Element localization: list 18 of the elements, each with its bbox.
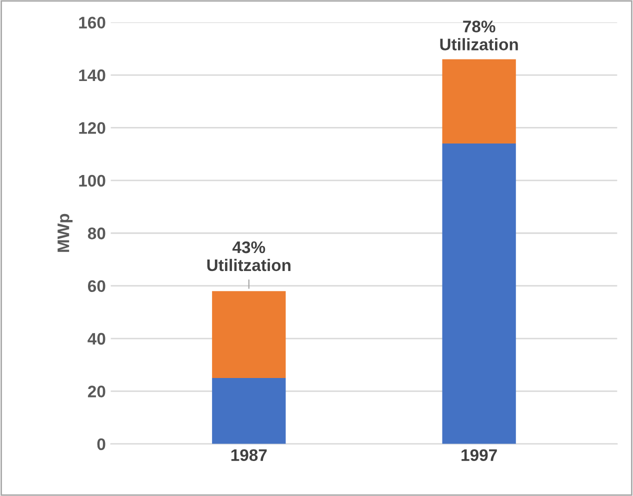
- bar: [442, 59, 516, 144]
- annotation: 43% Utilitzation: [207, 241, 290, 272]
- y-tick-label: 60: [88, 280, 106, 292]
- annotation: 78% Utilization: [440, 20, 518, 50]
- y-tick-label: 100: [79, 174, 106, 187]
- x-tick-label: 1997: [462, 449, 497, 462]
- y-axis-title: MWp: [58, 214, 73, 252]
- y-tick-label: 20: [88, 386, 106, 398]
- bar: [212, 378, 286, 444]
- y-tick-label: 120: [79, 122, 106, 134]
- y-tick-label: 140: [79, 69, 106, 82]
- y-tick-label: 80: [88, 228, 106, 240]
- x-tick-label: 1987: [231, 449, 267, 462]
- bar: [442, 144, 516, 444]
- bar: [212, 291, 286, 378]
- y-tick-label: 0: [97, 438, 106, 450]
- y-tick-label: 160: [79, 16, 106, 29]
- y-tick-label: 40: [88, 332, 106, 345]
